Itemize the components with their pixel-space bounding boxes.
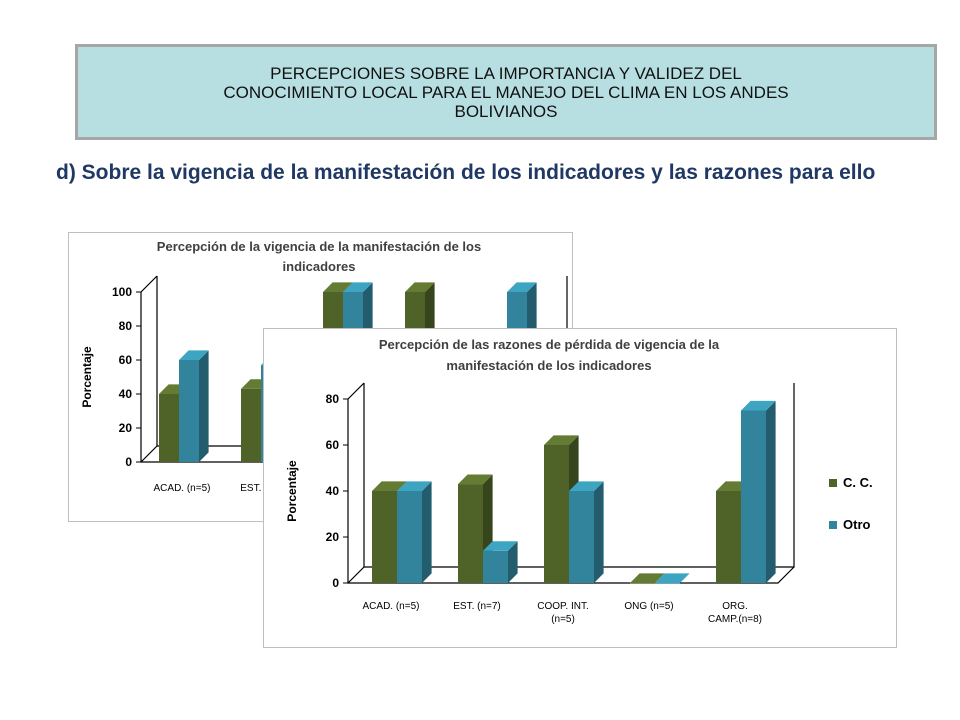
bar-top bbox=[372, 481, 407, 491]
bar-side bbox=[199, 350, 209, 462]
legend-swatch-otro bbox=[829, 521, 837, 529]
bar-top bbox=[507, 282, 537, 292]
bar-side bbox=[508, 541, 518, 583]
bar-front bbox=[458, 484, 483, 583]
bar-side bbox=[766, 400, 776, 583]
bar-front bbox=[741, 410, 766, 583]
legend-label-otro: Otro bbox=[843, 517, 871, 532]
y-tick-label: 40 bbox=[326, 484, 340, 498]
chart-title-line: manifestación de los indicadores bbox=[446, 358, 651, 373]
bar-top bbox=[655, 573, 690, 583]
y-tick-label: 60 bbox=[119, 353, 133, 367]
chart-title-line: Percepción de la vigencia de la manifest… bbox=[157, 239, 481, 254]
bar-top bbox=[630, 573, 665, 583]
page-title: PERCEPCIONES SOBRE LA IMPORTANCIA Y VALI… bbox=[223, 63, 789, 121]
bar-top bbox=[179, 350, 209, 360]
x-tick-label: ACAD. (n=5) bbox=[154, 483, 211, 494]
chart-razones: Percepción de las razones de pérdida de … bbox=[285, 337, 873, 625]
y-tick-label: 20 bbox=[119, 421, 133, 435]
chart-razones-panel: Percepción de las razones de pérdida de … bbox=[263, 328, 897, 648]
bar-otro-1 bbox=[483, 541, 518, 583]
chart-wall-edge bbox=[347, 382, 365, 400]
bar-otro-4 bbox=[741, 400, 776, 583]
bar-front bbox=[397, 491, 422, 583]
y-tick-label: 20 bbox=[326, 530, 340, 544]
chart-title-line: Percepción de las razones de pérdida de … bbox=[379, 337, 720, 352]
bar-top bbox=[544, 435, 579, 445]
bar-otro-2 bbox=[569, 481, 604, 583]
x-tick-label: COOP. INT. bbox=[537, 601, 589, 612]
bar-front bbox=[630, 583, 655, 584]
bar-front bbox=[159, 394, 179, 462]
bar-top bbox=[323, 282, 353, 292]
bar-top bbox=[397, 481, 432, 491]
y-tick-label: 80 bbox=[119, 319, 133, 333]
bar-front bbox=[569, 491, 594, 583]
x-tick-label: ORG. bbox=[722, 601, 748, 612]
bar-top bbox=[483, 541, 518, 551]
bar-top bbox=[569, 481, 604, 491]
y-tick-label: 0 bbox=[332, 576, 339, 590]
bar-top bbox=[458, 474, 493, 485]
bar-otro-0 bbox=[397, 481, 432, 583]
bar-front bbox=[372, 491, 397, 583]
chart-floor-edge bbox=[140, 445, 158, 463]
y-tick-label: 0 bbox=[125, 455, 132, 469]
bar-top bbox=[741, 400, 776, 411]
bar-front bbox=[716, 491, 741, 583]
x-tick-label: CAMP.(n=8) bbox=[708, 614, 762, 625]
bar-side bbox=[594, 481, 604, 583]
section-subtitle: d) Sobre la vigencia de la manifestación… bbox=[56, 161, 876, 184]
x-tick-label: ACAD. (n=5) bbox=[363, 601, 420, 612]
chart-floor-edge bbox=[347, 566, 365, 584]
x-tick-label: EST. (n=7) bbox=[453, 601, 501, 612]
y-tick-label: 80 bbox=[326, 392, 340, 406]
bar-otro-3 bbox=[655, 573, 690, 584]
bar-front bbox=[655, 583, 680, 584]
x-tick-label: ONG (n=5) bbox=[624, 601, 673, 612]
y-tick-label: 100 bbox=[112, 285, 132, 299]
y-tick-label: 60 bbox=[326, 438, 340, 452]
bar-otro-0 bbox=[179, 350, 209, 462]
bar-front bbox=[544, 445, 569, 583]
bar-side bbox=[422, 481, 432, 583]
bar-front bbox=[241, 388, 261, 462]
bar-cc-3 bbox=[630, 573, 665, 584]
bar-top bbox=[343, 282, 373, 292]
bar-front bbox=[179, 360, 199, 462]
legend-swatch-cc bbox=[829, 479, 837, 487]
chart-wall-edge bbox=[140, 275, 158, 293]
bar-front bbox=[483, 550, 508, 583]
header-banner: PERCEPCIONES SOBRE LA IMPORTANCIA Y VALI… bbox=[75, 44, 937, 140]
x-tick-label: (n=5) bbox=[551, 614, 575, 625]
y-axis-label: Porcentaje bbox=[285, 460, 299, 522]
bar-top bbox=[405, 282, 435, 292]
chart-title-line: indicadores bbox=[283, 259, 356, 274]
y-tick-label: 40 bbox=[119, 387, 133, 401]
y-axis-label: Porcentaje bbox=[80, 346, 94, 408]
legend-label-cc: C. C. bbox=[843, 475, 873, 490]
